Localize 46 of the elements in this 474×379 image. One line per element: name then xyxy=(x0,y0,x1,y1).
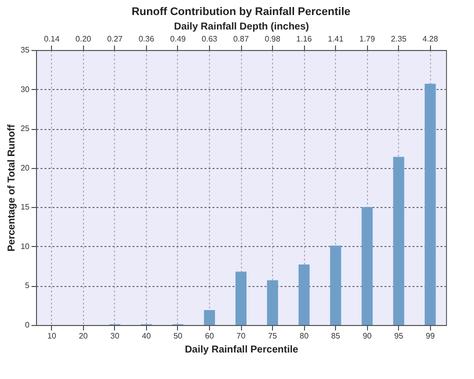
x-tick-label: 50 xyxy=(173,332,183,340)
text: 0.27 xyxy=(107,34,124,44)
text: 2.35 xyxy=(390,34,408,44)
text: 0.63 xyxy=(202,34,218,44)
bar xyxy=(330,246,342,325)
text: 0.98 xyxy=(264,34,281,44)
text: 1.79 xyxy=(359,34,376,44)
y-tick-label: 5 xyxy=(25,281,30,290)
x-tick-label: 60 xyxy=(205,332,214,340)
y-tick-label: 10 xyxy=(20,242,30,251)
x-tick-label: 30 xyxy=(110,332,120,340)
x2-axis-title: Daily Rainfall Depth (inches) xyxy=(174,22,310,32)
x-tick-label: 80 xyxy=(300,332,310,340)
x-tick-label: 10 xyxy=(47,332,57,340)
text: 0.14 xyxy=(44,34,60,44)
text: 1.41 xyxy=(328,34,344,44)
bar xyxy=(393,156,404,325)
x-tick-label: 20 xyxy=(78,332,88,340)
bar xyxy=(424,84,436,325)
text: 0.87 xyxy=(233,34,250,44)
x-tick-label: 75 xyxy=(268,332,278,340)
bar xyxy=(267,280,278,325)
bar xyxy=(235,272,247,325)
x-tick-label: 85 xyxy=(331,332,341,340)
text: 4.28 xyxy=(422,34,439,44)
y-axis-title: Percentage of Total Runoff xyxy=(6,124,18,252)
y-tick-label: 0 xyxy=(25,320,30,330)
y-tick-label: 15 xyxy=(20,202,30,212)
bar xyxy=(204,310,215,325)
x-tick-label: 95 xyxy=(394,332,404,340)
y-tick-label: 30 xyxy=(20,84,30,94)
bar xyxy=(362,207,373,325)
y-tick-label: 35 xyxy=(20,46,30,54)
text: 0.36 xyxy=(138,34,155,44)
x-tick-label: 99 xyxy=(426,332,436,340)
y-tick-label: 20 xyxy=(20,163,30,172)
x-axis-title: Daily Rainfall Percentile xyxy=(184,344,299,356)
x-tick-label: 90 xyxy=(362,332,372,340)
bar xyxy=(298,264,310,325)
y-tick-label: 25 xyxy=(20,124,30,134)
text: 1.16 xyxy=(296,34,312,44)
chart-title: Runoff Contribution by Rainfall Percentile xyxy=(132,6,350,18)
x-tick-label: 70 xyxy=(236,332,246,340)
x-tick-label: 40 xyxy=(142,332,152,340)
text: 0.20 xyxy=(76,34,92,44)
text: 0.49 xyxy=(170,34,186,44)
